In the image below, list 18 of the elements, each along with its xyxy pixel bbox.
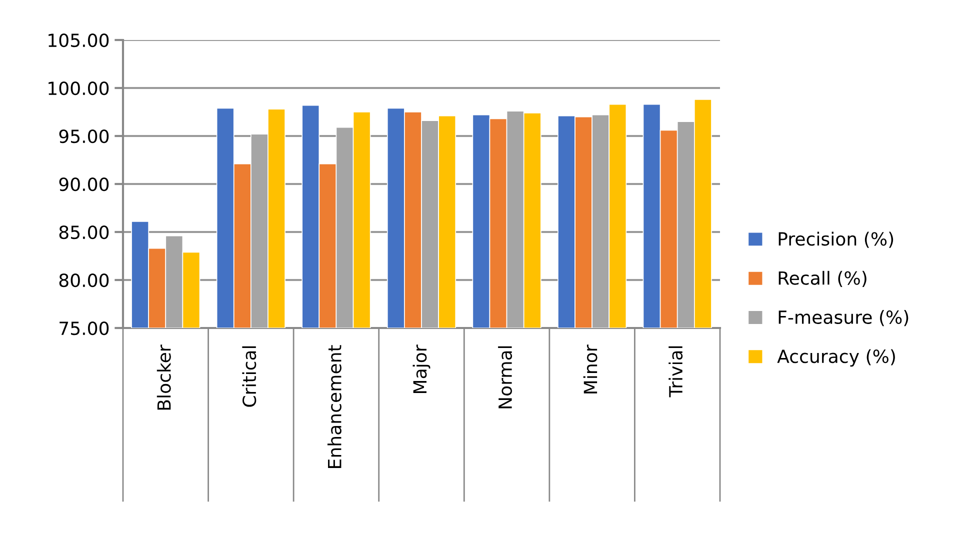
x-tick-label: Normal (498, 346, 512, 408)
x-tick-label: Minor (583, 344, 598, 394)
y-tick-label: 90.00 (59, 177, 109, 192)
y-tick-label: 85.00 (59, 225, 109, 240)
legend-label: Recall (%) (778, 270, 866, 287)
x-tick-label: Major (412, 344, 430, 394)
x-tick-label: Trivial (668, 346, 683, 398)
y-tick-label: 80.00 (59, 273, 109, 288)
x-tick-label: Enhancement (327, 345, 342, 468)
y-tick-label: 95.00 (59, 129, 109, 144)
legend-label: Precision (%) (778, 232, 894, 248)
legend-label: Accuracy (%) (777, 349, 895, 367)
y-tick-label: 100.00 (48, 81, 109, 96)
y-tick-label: 75.00 (60, 321, 109, 336)
y-tick-label: 105.00 (48, 33, 109, 48)
x-tick-label: Blocker (156, 344, 171, 410)
x-tick-label: Critical (242, 346, 256, 407)
legend-label: F-measure (%) (778, 310, 908, 326)
